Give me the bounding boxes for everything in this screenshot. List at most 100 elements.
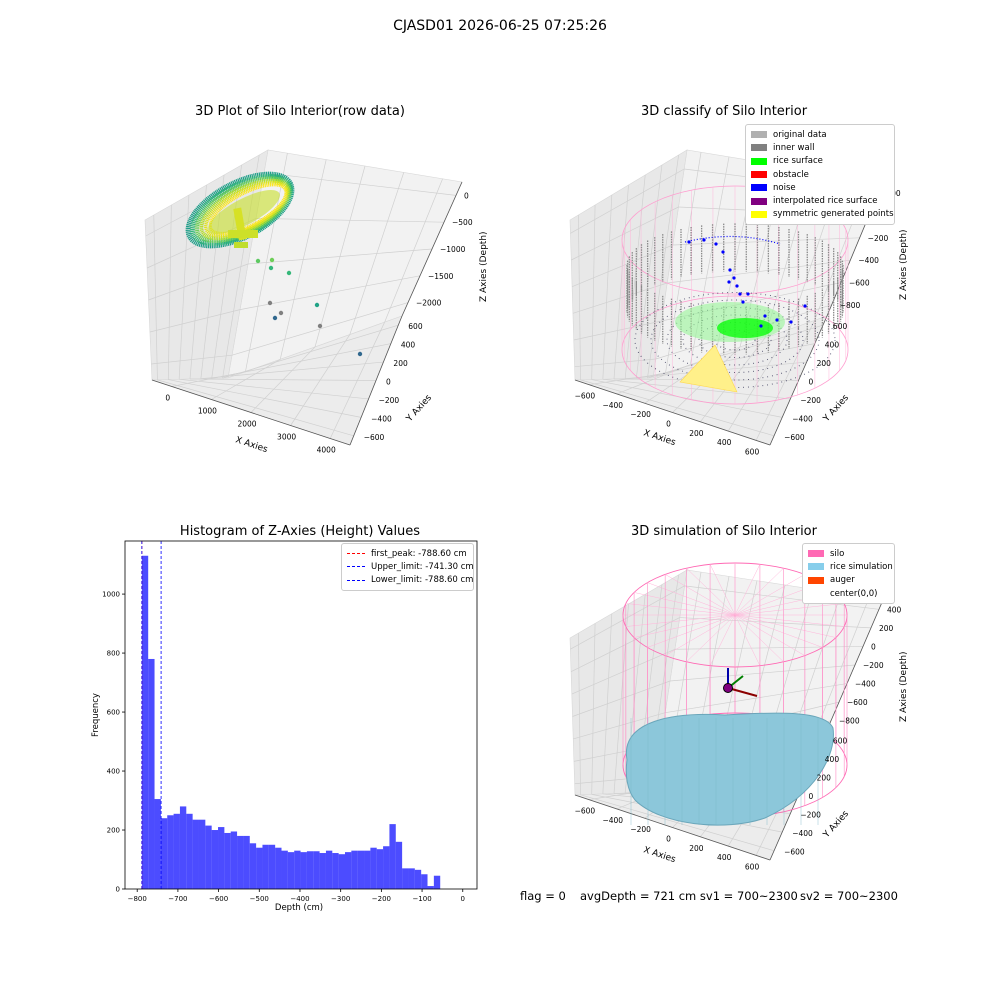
- grid-line: [222, 324, 399, 379]
- histogram-bar: [364, 850, 371, 889]
- status-sv2: sv2 = 700~2300: [800, 889, 898, 903]
- x-axis-line: [574, 794, 771, 861]
- legend-label: auger: [830, 575, 855, 586]
- legend-label: noise: [773, 182, 796, 193]
- histogram-ylabel: Frequency: [91, 693, 101, 737]
- y-tick-label: 400: [825, 755, 840, 764]
- grid-line: [570, 617, 680, 672]
- noise-point: [738, 292, 742, 296]
- x-tick-label: 1000: [198, 407, 217, 416]
- classify-plot-title: 3D classify of Silo Interior: [640, 104, 808, 119]
- y-tick-label: 0: [116, 886, 120, 894]
- raw-xlabel: X Axies: [234, 435, 269, 455]
- histogram-bar: [256, 847, 263, 889]
- grid-line: [572, 680, 671, 717]
- y-tick-label: 600: [833, 322, 848, 331]
- histogram-bar: [160, 818, 168, 889]
- y-tick-label: 400: [401, 341, 416, 350]
- histogram-bar: [275, 847, 282, 889]
- y-tick-label: 600: [408, 322, 423, 331]
- histogram-bar: [325, 850, 333, 889]
- y-tick-label: 200: [393, 359, 408, 368]
- legend-swatch: [751, 131, 767, 139]
- histogram-bar: [300, 852, 307, 889]
- silo-wire-line: [665, 614, 736, 656]
- z-tick-label: −600: [847, 698, 868, 707]
- simulation-plot-title: 3D simulation of Silo Interior: [631, 524, 817, 539]
- grid-line: [647, 154, 679, 379]
- histogram-bar: [376, 849, 384, 889]
- grid-line: [580, 794, 775, 852]
- scatter-point: [357, 351, 363, 357]
- x-tick-label: 200: [689, 844, 704, 853]
- z-tick-label: −200: [863, 661, 884, 670]
- histogram-bar: [344, 852, 352, 889]
- y-tick-label: 800: [107, 650, 120, 658]
- status-avg-depth: avgDepth = 721 cm sv1 = 700~2300: [580, 889, 798, 903]
- grid-line: [200, 361, 384, 380]
- z-tick-label: −600: [849, 279, 870, 288]
- silo-wire-line: [734, 574, 805, 616]
- grid-line: [591, 379, 783, 418]
- silo-wire-line: [647, 582, 736, 616]
- x-tick-label: −600: [575, 807, 596, 816]
- x-tick-label: −800: [128, 895, 147, 903]
- noise-point: [789, 320, 793, 324]
- grid-line: [602, 194, 613, 380]
- classify-legend-entry: rice surface: [751, 155, 889, 168]
- x-tick-label: −400: [290, 895, 309, 903]
- histogram-legend-entry: Lower_limit: -788.60 cm: [347, 574, 473, 587]
- histogram-bar: [154, 799, 161, 889]
- x-tick-label: 400: [717, 853, 732, 862]
- silo-wire-line: [734, 564, 761, 616]
- x-tick-label: −500: [250, 895, 269, 903]
- point-cluster: [208, 189, 280, 235]
- scatter-point: [267, 300, 273, 306]
- x-tick-label: 0: [165, 394, 170, 403]
- y-tick-label: −600: [784, 848, 805, 857]
- classify-legend: original data inner wall rice surface obsta…: [745, 124, 895, 226]
- floor-points: [634, 292, 836, 388]
- noise-point: [735, 284, 739, 288]
- raw-zlabel: Z Axies (Depth): [479, 231, 489, 302]
- classify-ylabel: Y Axies: [821, 393, 851, 425]
- z-tick-label: −1500: [428, 272, 454, 281]
- noise-point: [732, 276, 736, 280]
- x-tick-label: −200: [372, 895, 391, 903]
- scatter-point: [272, 315, 278, 321]
- x-axis-line: [151, 379, 351, 446]
- histogram-bar: [237, 835, 244, 889]
- raw-3d-axes-box: [144, 149, 463, 446]
- grid-line: [151, 354, 233, 365]
- noise-point: [763, 314, 767, 318]
- grid-line: [573, 320, 662, 341]
- y-tick-label: −200: [800, 396, 821, 405]
- point-cluster: [228, 230, 258, 238]
- histogram-bar: [414, 869, 422, 889]
- histogram-chart: −800 −700 −600 −500 −400 −300 −200 −100 0 0 200 400…: [91, 540, 478, 913]
- x-tick-label: −400: [602, 816, 623, 825]
- z-tick-label: −400: [855, 680, 876, 689]
- grid-line: [189, 378, 377, 381]
- y-tick-label: 400: [825, 341, 840, 350]
- raw-ylabel: Y Axies: [404, 393, 434, 425]
- grid-line: [580, 379, 775, 437]
- y-tick-label: 200: [817, 359, 832, 368]
- legend-swatch: [808, 550, 824, 558]
- rice-simulation-surface: [625, 712, 834, 826]
- y-tick-label: −600: [784, 433, 805, 442]
- grid-line: [571, 648, 675, 695]
- floor-points: [682, 314, 788, 366]
- y-tick-label: −200: [800, 811, 821, 820]
- raw-point-cloud: [185, 171, 363, 357]
- y-tick-label: 0: [386, 378, 391, 387]
- histogram-bar: [249, 843, 257, 889]
- x-tick-label: −100: [412, 895, 431, 903]
- legend-swatch: [751, 184, 767, 192]
- scatter-point: [278, 310, 284, 316]
- y-tick-label: 600: [107, 709, 120, 717]
- histogram-legend: first_peak: -788.60 cm Upper_limit: -741.…: [341, 543, 474, 591]
- noise-point: [728, 268, 732, 272]
- y-tick-label: −600: [364, 433, 385, 442]
- grid-line: [667, 259, 851, 284]
